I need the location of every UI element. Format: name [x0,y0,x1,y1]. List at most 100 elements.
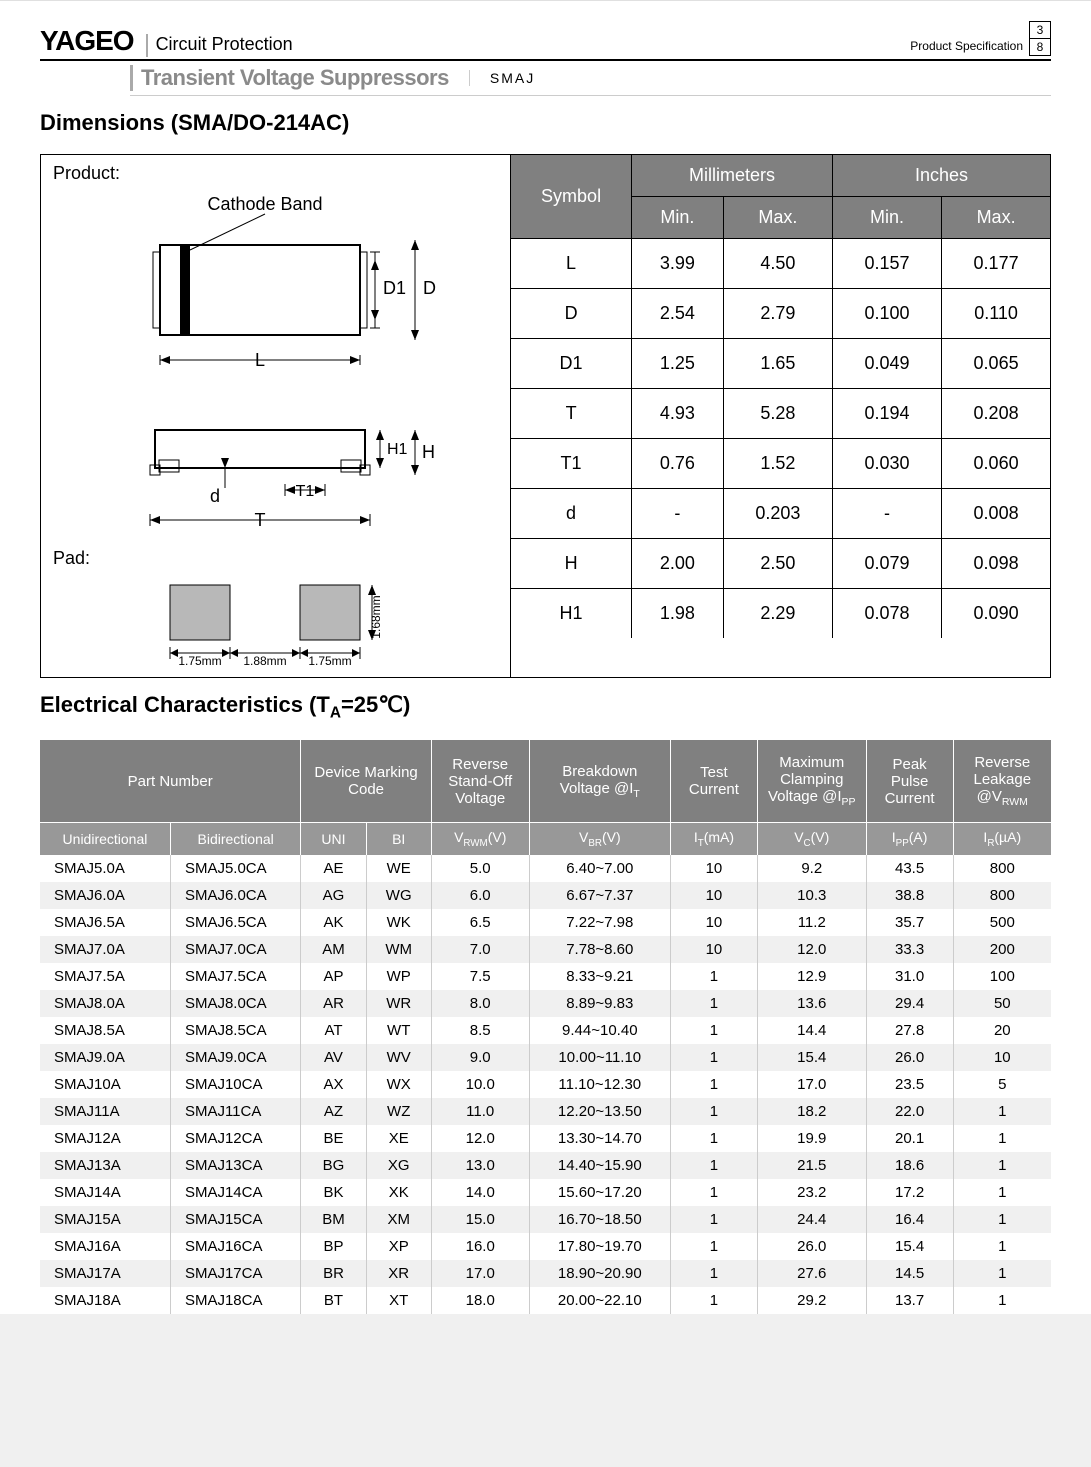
cell-uni: SMAJ15A [40,1206,170,1233]
pad-label: Pad: [53,548,506,569]
cell-vc: 27.6 [757,1260,866,1287]
cell-u: BE [301,1125,366,1152]
cell-vrwm: 7.0 [431,936,529,963]
col-reverse-standoff: Reverse Stand-Off Voltage [431,740,529,823]
cell-in_min: 0.157 [832,239,941,289]
cell-b: WP [366,963,431,990]
cell-in_min: 0.100 [832,289,941,339]
cell-in_min: 0.194 [832,389,941,439]
cathode-band-label: Cathode Band [207,194,322,214]
cell-ir: 1 [953,1152,1051,1179]
subcol-bidirectional: Bidirectional [170,823,300,855]
subcol-uni-code: UNI [301,823,366,855]
cell-ir: 100 [953,963,1051,990]
col-in-max: Max. [942,197,1050,239]
cell-bi: SMAJ6.5CA [170,909,300,936]
cell-ir: 1 [953,1098,1051,1125]
cell-mm_max: 0.203 [723,489,832,539]
cell-vrwm: 6.0 [431,882,529,909]
table-row: SMAJ6.0ASMAJ6.0CAAGWG6.06.67~7.371010.33… [40,882,1051,909]
cell-sym: d [511,489,632,539]
cell-uni: SMAJ7.0A [40,936,170,963]
subcol-ipp: IPP(A) [866,823,953,855]
cell-bi: SMAJ7.0CA [170,936,300,963]
table-row: SMAJ11ASMAJ11CAAZWZ11.012.20~13.50118.22… [40,1098,1051,1125]
table-row: D11.251.650.0490.065 [511,339,1050,389]
table-row: SMAJ15ASMAJ15CABMXM15.016.70~18.50124.41… [40,1206,1051,1233]
col-peak-pulse: Peak Pulse Current [866,740,953,823]
cell-ir: 1 [953,1125,1051,1152]
cell-it: 1 [670,1098,757,1125]
cell-ipp: 29.4 [866,990,953,1017]
cell-in_max: 0.208 [942,389,1050,439]
cell-vbr: 6.67~7.37 [529,882,670,909]
cell-uni: SMAJ8.0A [40,990,170,1017]
table-row: SMAJ7.0ASMAJ7.0CAAMWM7.07.78~8.601012.03… [40,936,1051,963]
cell-vrwm: 15.0 [431,1206,529,1233]
cell-vc: 17.0 [757,1071,866,1098]
cell-bi: SMAJ14CA [170,1179,300,1206]
cell-vrwm: 10.0 [431,1071,529,1098]
svg-text:1.75mm: 1.75mm [308,654,351,665]
cell-vrwm: 12.0 [431,1125,529,1152]
cell-vc: 14.4 [757,1017,866,1044]
cell-mm_max: 1.52 [723,439,832,489]
subcol-bi-code: BI [366,823,431,855]
col-part-number: Part Number [40,740,301,823]
cell-b: WT [366,1017,431,1044]
cell-vbr: 16.70~18.50 [529,1206,670,1233]
cell-bi: SMAJ13CA [170,1152,300,1179]
cell-ipp: 31.0 [866,963,953,990]
cell-u: BR [301,1260,366,1287]
table-row: SMAJ7.5ASMAJ7.5CAAPWP7.58.33~9.21112.931… [40,963,1051,990]
cell-u: BP [301,1233,366,1260]
cell-sym: D [511,289,632,339]
cell-ipp: 16.4 [866,1206,953,1233]
cell-ir: 200 [953,936,1051,963]
cell-vc: 12.0 [757,936,866,963]
table-row: H2.002.500.0790.098 [511,539,1050,589]
cell-in_min: - [832,489,941,539]
product-family-title: Transient Voltage Suppressors [130,65,449,91]
cell-in_max: 0.060 [942,439,1050,489]
cell-mm_min: 1.98 [632,589,724,639]
cell-vc: 10.3 [757,882,866,909]
cell-sym: T1 [511,439,632,489]
table-row: SMAJ17ASMAJ17CABRXR17.018.90~20.90127.61… [40,1260,1051,1287]
cell-b: WK [366,909,431,936]
cell-in_max: 0.090 [942,589,1050,639]
cell-bi: SMAJ17CA [170,1260,300,1287]
product-spec-label: Product Specification [910,39,1023,57]
cell-vbr: 7.22~7.98 [529,909,670,936]
cell-it: 1 [670,1233,757,1260]
cell-ir: 1 [953,1206,1051,1233]
cell-it: 10 [670,909,757,936]
cell-ir: 800 [953,855,1051,882]
cell-ipp: 15.4 [866,1233,953,1260]
cell-uni: SMAJ5.0A [40,855,170,882]
cell-it: 1 [670,1017,757,1044]
cell-it: 1 [670,1179,757,1206]
cell-bi: SMAJ8.5CA [170,1017,300,1044]
subcol-vrwm: VRWM(V) [431,823,529,855]
cell-vc: 9.2 [757,855,866,882]
cell-sym: H [511,539,632,589]
cell-vc: 21.5 [757,1152,866,1179]
table-row: SMAJ8.0ASMAJ8.0CAARWR8.08.89~9.83113.629… [40,990,1051,1017]
cell-bi: SMAJ12CA [170,1125,300,1152]
svg-text:H1: H1 [387,441,408,458]
cell-ipp: 23.5 [866,1071,953,1098]
cell-b: WX [366,1071,431,1098]
cell-uni: SMAJ14A [40,1179,170,1206]
cell-uni: SMAJ6.0A [40,882,170,909]
cell-vc: 19.9 [757,1125,866,1152]
col-mm: Millimeters [632,155,833,197]
cell-it: 1 [670,1206,757,1233]
cell-bi: SMAJ15CA [170,1206,300,1233]
cell-bi: SMAJ5.0CA [170,855,300,882]
cell-mm_min: - [632,489,724,539]
cell-mm_max: 4.50 [723,239,832,289]
cell-vbr: 10.00~11.10 [529,1044,670,1071]
cell-ipp: 13.7 [866,1287,953,1314]
cell-it: 1 [670,1044,757,1071]
